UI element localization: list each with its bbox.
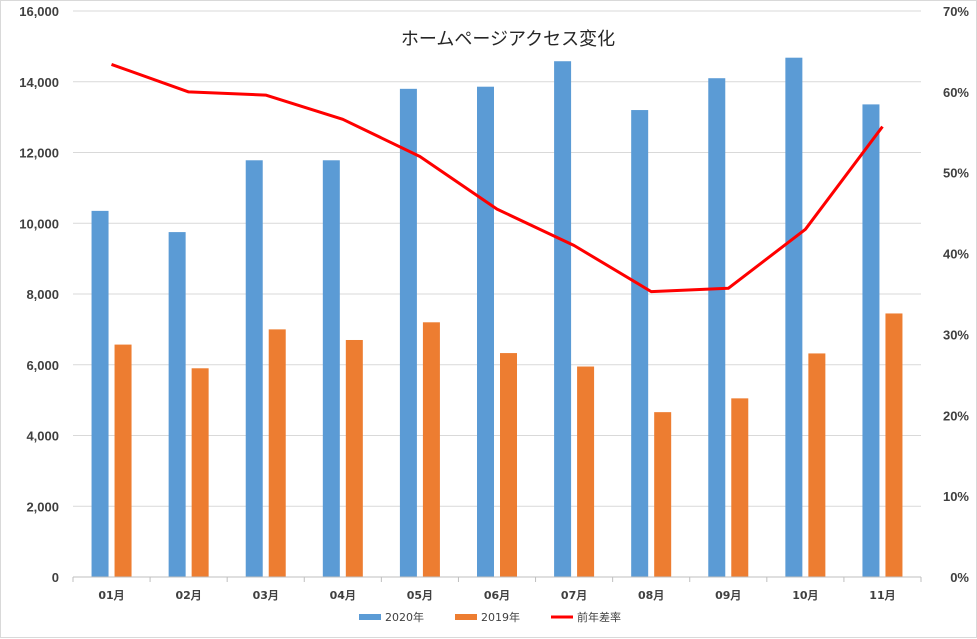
y-right-tick-label: 10% — [943, 489, 969, 504]
bar-series-1 — [554, 61, 571, 577]
bar-series-2 — [885, 313, 902, 577]
bar-series-1 — [785, 58, 802, 577]
y-right-tick-label: 20% — [943, 408, 969, 423]
chart-title: ホームページアクセス変化 — [401, 29, 615, 50]
y-left-tick-label: 6,000 — [26, 358, 59, 373]
y-left-tick-label: 14,000 — [19, 75, 59, 90]
bars — [92, 58, 903, 577]
x-tick-label: 02月 — [175, 589, 201, 602]
bar-series-2 — [423, 322, 440, 577]
legend-swatch — [455, 614, 477, 620]
y-left-tick-label: 4,000 — [26, 429, 59, 444]
y-left-tick-label: 0 — [52, 570, 59, 585]
bar-series-2 — [808, 353, 825, 577]
bar-series-1 — [169, 232, 186, 577]
y-left-tick-label: 10,000 — [19, 216, 59, 231]
x-tick-label: 05月 — [407, 589, 433, 602]
legend-swatch — [359, 614, 381, 620]
legend-label: 2020年 — [385, 610, 424, 624]
y-right-tick-label: 30% — [943, 327, 969, 342]
x-tick-label: 08月 — [638, 589, 664, 602]
y-left-tick-label: 2,000 — [26, 499, 59, 514]
bar-series-2 — [731, 398, 748, 577]
y-left-tick-label: 8,000 — [26, 287, 59, 302]
bar-series-1 — [631, 110, 648, 577]
axes: 0 2,000 4,000 6,000 8,000 10,000 12,000 14,000 1… — [19, 4, 969, 602]
bar-series-1 — [323, 160, 340, 577]
x-tick-label: 11月 — [869, 589, 895, 602]
legend: 2020年 2019年 前年差率 — [359, 610, 621, 624]
y-left-tick-label: 12,000 — [19, 146, 59, 161]
bar-series-2 — [500, 353, 517, 577]
bar-series-1 — [477, 87, 494, 577]
bar-series-2 — [346, 340, 363, 577]
x-tick-label: 10月 — [792, 589, 818, 602]
y-right-tick-label: 40% — [943, 247, 969, 262]
legend-label: 前年差率 — [577, 610, 621, 624]
x-tick-label: 01月 — [98, 589, 124, 602]
x-tick-label: 03月 — [253, 589, 279, 602]
bar-series-2 — [269, 329, 286, 577]
bar-series-1 — [708, 78, 725, 577]
ratio-line — [111, 64, 882, 291]
line-series-path — [112, 64, 883, 291]
y-right-tick-label: 70% — [943, 4, 969, 19]
bar-series-1 — [400, 89, 417, 577]
bar-series-2 — [654, 412, 671, 577]
y-right-tick-label: 50% — [943, 166, 969, 181]
bar-series-2 — [577, 367, 594, 577]
bar-series-1 — [92, 211, 109, 577]
x-tick-label: 07月 — [561, 589, 587, 602]
bar-series-2 — [192, 368, 209, 577]
x-tick-label: 04月 — [330, 589, 356, 602]
legend-label: 2019年 — [481, 610, 520, 624]
x-tick-label: 06月 — [484, 589, 510, 602]
y-right-tick-label: 60% — [943, 85, 969, 100]
y-left-tick-label: 16,000 — [19, 4, 59, 19]
bar-series-1 — [246, 160, 263, 577]
bar-series-2 — [115, 345, 132, 577]
bar-series-1 — [862, 104, 879, 577]
y-right-tick-label: 0% — [950, 570, 969, 585]
x-tick-label: 09月 — [715, 589, 741, 602]
